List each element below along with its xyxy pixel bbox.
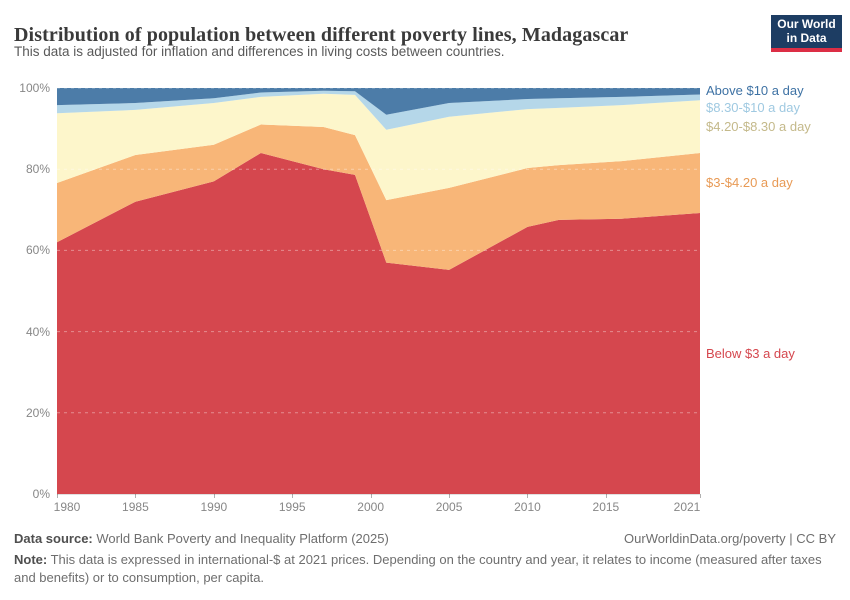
- legend-label-4-20-8-30-a-day[interactable]: $4.20-$8.30 a day: [706, 118, 811, 134]
- page-title: Distribution of population between diffe…: [14, 24, 629, 47]
- x-axis-line: [57, 494, 700, 495]
- note-label: Note:: [14, 552, 48, 567]
- x-axis-label-2005: 2005: [435, 500, 463, 514]
- footer-links: OurWorldinData.org/poverty | CC BY: [624, 531, 836, 546]
- datasource-label: Data source:: [14, 531, 93, 546]
- x-axis-tick-2000: [370, 494, 372, 498]
- owid-logo[interactable]: Our World in Data: [771, 15, 842, 48]
- chart-subtitle: This data is adjusted for inflation and …: [14, 44, 505, 59]
- area-3-4-20-a-day[interactable]: [57, 124, 700, 270]
- x-axis-tick-2010: [527, 494, 529, 498]
- legend-label-below-3-a-day[interactable]: Below $3 a day: [706, 345, 795, 361]
- x-axis-tick-1980: [57, 494, 58, 498]
- stacked-area-plot[interactable]: [57, 88, 700, 494]
- x-axis-tick-1990: [213, 494, 215, 498]
- owid-url-link[interactable]: OurWorldinData.org/poverty: [624, 531, 786, 546]
- x-axis-label-2021: 2021: [673, 500, 701, 514]
- y-axis-label-40: 40%: [25, 324, 50, 339]
- x-axis-tick-2015: [605, 494, 607, 498]
- x-axis-label-1995: 1995: [278, 500, 306, 514]
- y-axis-label-0: 0%: [32, 487, 50, 501]
- datasource-text: World Bank Poverty and Inequality Platfo…: [96, 531, 389, 546]
- owid-logo-red-bar: [771, 48, 842, 52]
- license-label: CC BY: [796, 531, 836, 546]
- x-axis-label-2015: 2015: [592, 500, 620, 514]
- area-4-20-8-30-a-day[interactable]: [57, 93, 700, 201]
- owid-logo-line2: in Data: [786, 31, 827, 45]
- x-axis-tick-2005: [449, 494, 451, 498]
- area-above-10-a-day[interactable]: [57, 88, 700, 115]
- x-axis-label-2010: 2010: [514, 500, 541, 514]
- x-axis-tick-2021: [700, 494, 701, 498]
- legend-label-above-10-a-day[interactable]: Above $10 a day: [706, 83, 804, 99]
- y-axis-label-60: 60%: [25, 243, 50, 258]
- legend-label-8-30-10-a-day[interactable]: $8.30-$10 a day: [706, 99, 800, 115]
- x-axis-tick-1995: [292, 494, 294, 498]
- legend-label-3-4-20-a-day[interactable]: $3-$4.20 a day: [706, 175, 793, 190]
- x-axis-label-1980: 1980: [53, 500, 81, 514]
- x-axis-label-2000: 2000: [357, 500, 384, 514]
- note-line: Note: This data is expressed in internat…: [14, 551, 836, 587]
- y-axis-label-100: 100%: [19, 81, 50, 95]
- owid-logo-line1: Our World: [777, 17, 836, 31]
- y-axis-label-20: 20%: [25, 405, 50, 420]
- x-axis-tick-1985: [135, 494, 137, 498]
- note-text: This data is expressed in international-…: [14, 552, 822, 585]
- x-axis-label-1990: 1990: [200, 500, 228, 514]
- area-8-30-10-a-day[interactable]: [57, 90, 700, 130]
- area-below-3-a-day[interactable]: [57, 153, 700, 494]
- datasource-line: Data source: World Bank Poverty and Ineq…: [14, 531, 714, 546]
- y-axis-label-80: 80%: [25, 162, 50, 177]
- x-axis-label-1985: 1985: [122, 500, 149, 514]
- footer-separator: |: [789, 531, 797, 546]
